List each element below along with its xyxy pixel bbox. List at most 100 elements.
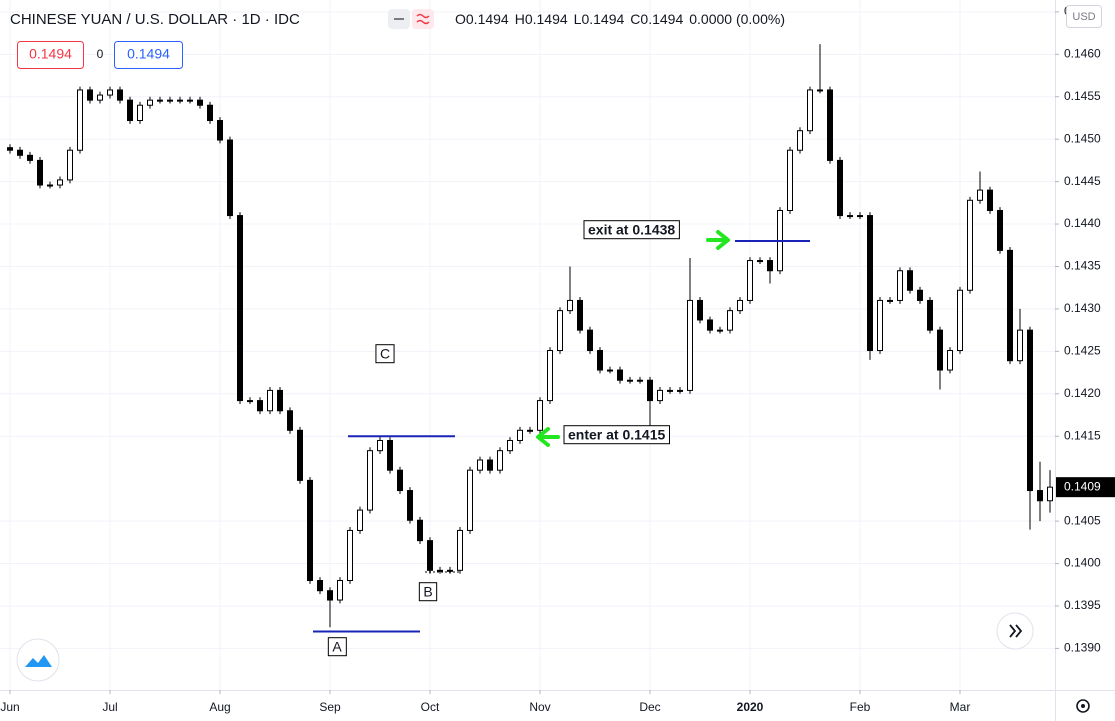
candle-body <box>687 299 693 391</box>
logo-button[interactable] <box>16 638 60 682</box>
x-tick-label: Aug <box>209 700 230 714</box>
ohlc-key: O <box>455 11 466 27</box>
candle-body <box>117 89 123 101</box>
y-tick-label: 0.1435 <box>1064 259 1101 273</box>
ohlc-key: C <box>630 11 640 27</box>
toggle-icon <box>416 13 430 25</box>
candle-body <box>947 350 953 371</box>
candle-body <box>477 459 483 471</box>
candle-body <box>927 299 933 331</box>
x-tick-label: Feb <box>850 700 871 714</box>
candle-body <box>217 120 223 141</box>
candle-body <box>907 270 913 291</box>
buy-button[interactable] <box>114 41 183 69</box>
candle-body <box>177 99 183 102</box>
candle-body <box>937 329 943 371</box>
logo-icon <box>25 655 52 667</box>
last-price-label: 0.1409 <box>1064 479 1101 493</box>
candle-body <box>917 289 923 301</box>
candle-body <box>997 209 1003 251</box>
settings-button[interactable] <box>1076 699 1090 713</box>
candle-body <box>627 379 633 382</box>
annotation-box <box>418 582 438 602</box>
candle-body <box>957 289 963 352</box>
candle-body <box>287 410 293 431</box>
candle-body <box>1017 329 1023 362</box>
candle-body <box>867 215 873 352</box>
y-tick-label: 0.1395 <box>1064 598 1101 612</box>
candle-body <box>557 310 563 352</box>
candle-body <box>587 329 593 352</box>
exit-arrow <box>706 230 730 250</box>
candle-body <box>257 400 263 412</box>
candle-body <box>367 450 373 511</box>
candle-body <box>547 350 553 402</box>
ohlc-key: L <box>574 11 582 27</box>
symbol-title: CHINESE YUAN / U.S. DOLLAR · 1D · IDC <box>10 11 300 28</box>
x-tick-label: 2020 <box>737 700 764 714</box>
y-tick-label: 0.1405 <box>1064 513 1101 527</box>
candle-body <box>517 429 523 441</box>
candle-body <box>807 89 813 132</box>
candle-body <box>417 519 423 542</box>
y-tick-label: 0.1455 <box>1064 89 1101 103</box>
candle-body <box>747 260 753 301</box>
candle-body <box>47 184 53 187</box>
candle-body <box>577 299 583 331</box>
candle-body <box>597 350 603 371</box>
candle-body <box>487 459 493 471</box>
x-tick-label: Nov <box>529 700 550 714</box>
candle-body <box>607 369 613 372</box>
grid <box>0 0 1055 690</box>
y-tick-label: 0.1445 <box>1064 174 1101 188</box>
candle-body <box>817 89 823 92</box>
candle-body <box>737 299 743 312</box>
candle-body <box>437 569 443 572</box>
annotation-box <box>375 344 395 364</box>
annotation-label: enter at 0.1415 <box>568 427 665 443</box>
candle-body <box>357 509 363 531</box>
candle-body <box>497 450 503 471</box>
candle-body <box>267 389 273 412</box>
ohlc-value: 0.1494 <box>640 11 683 27</box>
candle-body <box>977 189 983 201</box>
annotation-box <box>563 425 670 445</box>
x-tick-label: Dec <box>639 700 660 714</box>
candle-body <box>207 104 213 122</box>
buy-price: 0.1494 <box>127 46 170 62</box>
candle-body <box>227 139 233 217</box>
toggle[interactable] <box>412 9 434 29</box>
candle-body <box>637 379 643 382</box>
annotation-label: exit at 0.1438 <box>588 222 675 238</box>
candle-body <box>87 89 93 101</box>
currency-button[interactable] <box>1066 5 1102 28</box>
candle-body <box>717 329 723 332</box>
candle-body <box>97 94 103 101</box>
sell-price: 0.1494 <box>29 46 72 62</box>
candle-body <box>457 529 463 571</box>
y-tick-label: 0.1425 <box>1064 344 1101 358</box>
candle-body <box>77 89 83 151</box>
y-tick-label: 0.1460 <box>1064 46 1101 60</box>
candle-body <box>1047 486 1053 502</box>
ohlc-change: 0.0000 (0.00%) <box>689 11 785 27</box>
annotation-label: A <box>332 639 342 655</box>
enter-arrow <box>536 427 560 447</box>
candle-body <box>847 215 853 218</box>
candle-body <box>297 429 303 481</box>
candle-body <box>987 189 993 211</box>
currency: USD <box>1072 11 1095 23</box>
ohlc-value: 0.1494 <box>581 11 624 27</box>
candle-body <box>137 104 143 122</box>
annotation-box <box>327 637 347 657</box>
sell-button[interactable] <box>17 41 84 69</box>
candle-body <box>427 540 433 571</box>
x-tick-label: Oct <box>421 700 440 714</box>
candle-body <box>527 429 533 432</box>
candle-body <box>857 215 863 218</box>
candle-body <box>677 389 683 392</box>
y-tick-label: 0.1450 <box>1064 131 1101 145</box>
